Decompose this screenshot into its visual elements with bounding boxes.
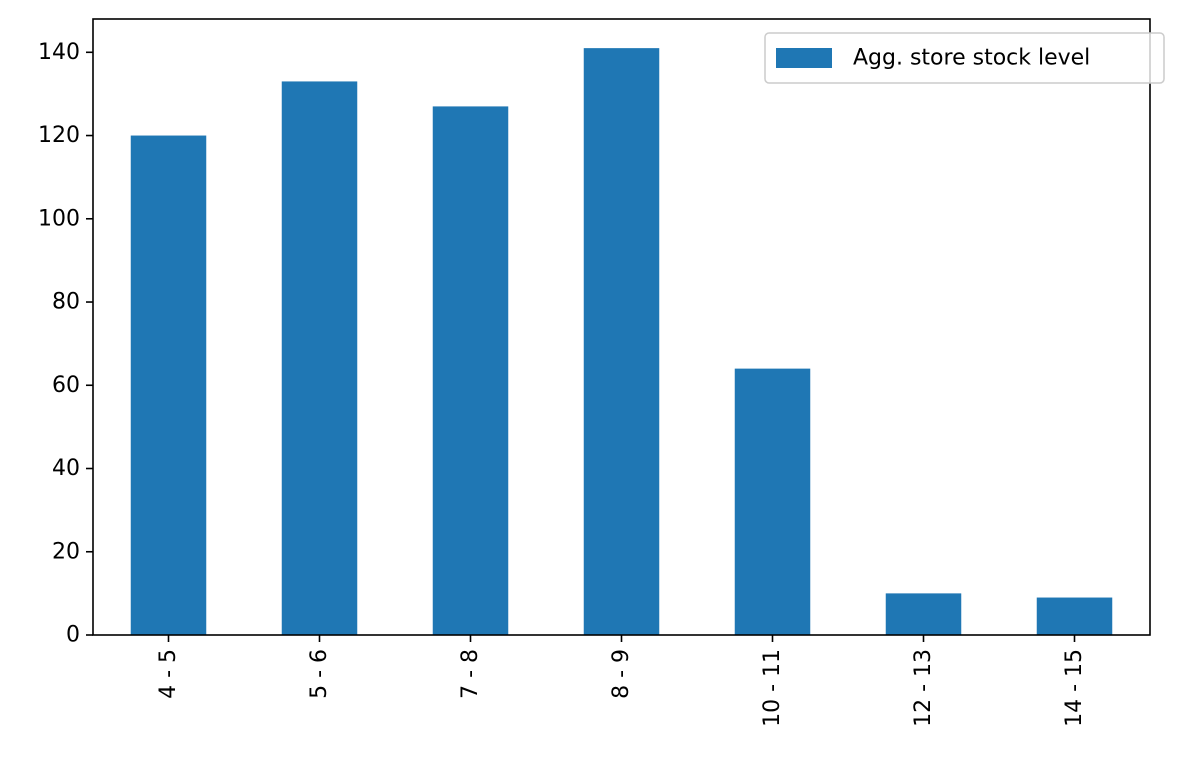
bar-8-9 [583, 48, 660, 636]
legend-label: Agg. store stock level [853, 46, 1090, 71]
y-tick-label: 100 [38, 206, 80, 231]
y-tick-label: 80 [52, 290, 80, 315]
bar-5-6 [281, 81, 358, 635]
bar-7-8 [432, 106, 509, 636]
bar-4-5 [130, 135, 207, 636]
x-tick-label: 5 - 6 [307, 649, 332, 699]
x-axis-ticks: 4 - 5 5 - 6 7 - 8 8 - 9 10 - 11 12 - 13 14 - 1… [156, 635, 1087, 727]
plot-frame [92, 18, 1151, 636]
y-tick-label: 0 [66, 623, 80, 648]
y-tick-label: 140 [38, 40, 80, 65]
legend: Agg. store stock level [764, 32, 1165, 84]
bar-14-15 [1036, 597, 1113, 635]
x-tick-label: 10 - 11 [760, 649, 785, 727]
bar-10-11 [734, 368, 811, 635]
legend-swatch [776, 48, 832, 68]
bar-12-13 [885, 593, 962, 635]
legend-box [764, 32, 1165, 84]
x-tick-label: 4 - 5 [156, 649, 181, 699]
y-tick-label: 20 [52, 539, 80, 564]
x-tick-label: 8 - 9 [609, 649, 634, 699]
y-tick-label: 60 [52, 373, 80, 398]
bars-group [130, 48, 1113, 636]
x-tick-label: 7 - 8 [458, 649, 483, 699]
x-tick-label: 12 - 13 [911, 649, 936, 727]
y-tick-label: 120 [38, 123, 80, 148]
y-axis-ticks: 0 20 40 60 80 100 120 140 [38, 40, 93, 648]
y-tick-label: 40 [52, 456, 80, 481]
x-tick-label: 14 - 15 [1062, 649, 1087, 727]
